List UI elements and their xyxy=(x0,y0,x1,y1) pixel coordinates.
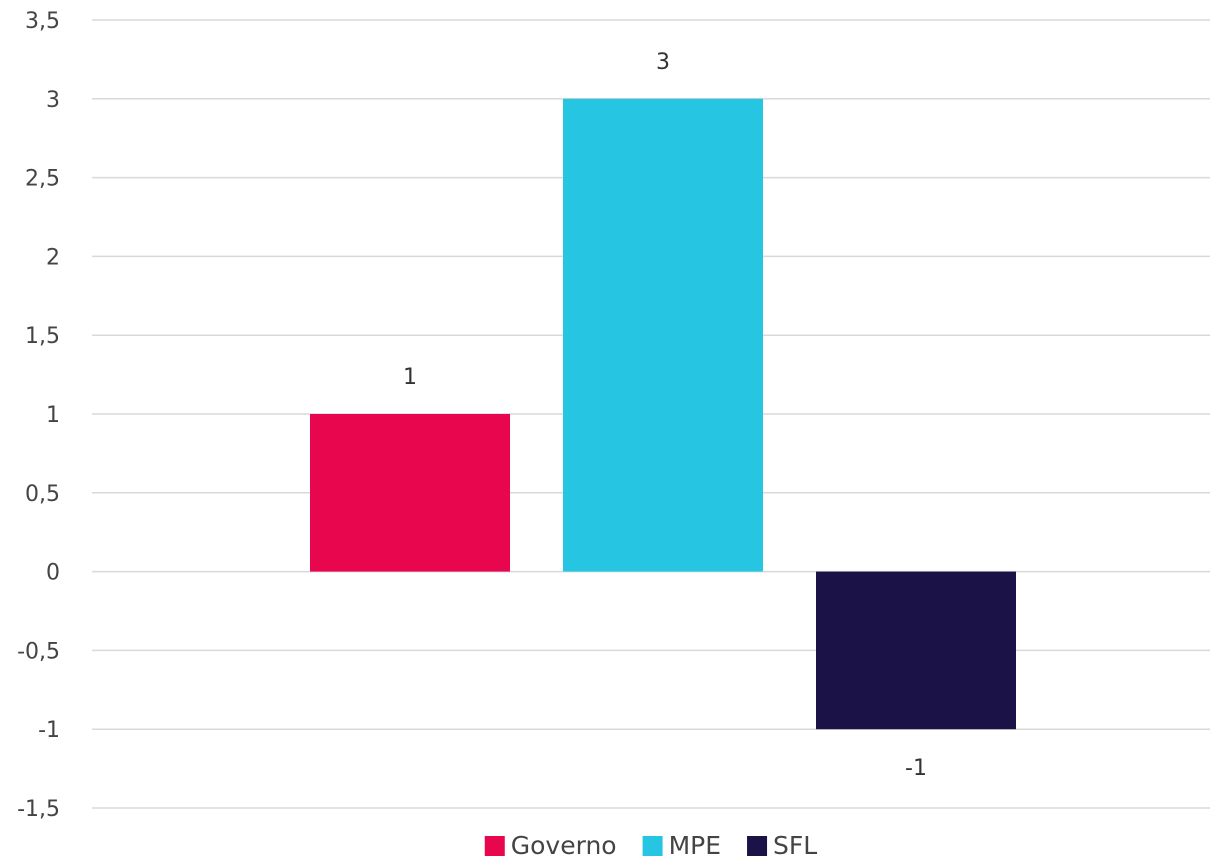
y-tick-label: -1 xyxy=(38,718,60,743)
legend: Governo MPE SFL xyxy=(484,831,817,860)
y-tick-label: 2,5 xyxy=(25,167,60,192)
legend-swatch-governo xyxy=(484,836,505,856)
legend-label-governo: Governo xyxy=(511,831,617,860)
legend-label-sfl: SFL xyxy=(773,831,817,860)
y-tick-label: -0,5 xyxy=(17,639,60,664)
data-label-governo: 1 xyxy=(403,365,417,390)
legend-swatch-sfl xyxy=(747,836,768,856)
legend-label-mpe: MPE xyxy=(669,831,721,860)
bar-sfl xyxy=(816,571,1016,730)
y-tick-label: 2 xyxy=(46,245,60,270)
y-axis-tick-labels: -1,5 -1 -0,5 0 0,5 1 1,5 2 2,5 3 3,5 xyxy=(17,9,60,822)
y-tick-label: 1,5 xyxy=(25,324,60,349)
y-tick-label: 3,5 xyxy=(25,9,60,34)
bar-mpe xyxy=(563,98,763,572)
bar-governo xyxy=(310,414,510,572)
y-tick-label: 0 xyxy=(46,561,60,586)
data-label-mpe: 3 xyxy=(656,50,670,75)
legend-swatch-mpe xyxy=(642,836,663,856)
data-label-sfl: -1 xyxy=(905,756,927,781)
bars xyxy=(310,98,1016,730)
y-tick-label: 3 xyxy=(46,88,60,113)
y-tick-label: -1,5 xyxy=(17,797,60,822)
y-tick-label: 0,5 xyxy=(25,482,60,507)
y-tick-label: 1 xyxy=(46,403,60,428)
data-labels: 1 3 -1 xyxy=(403,50,927,781)
